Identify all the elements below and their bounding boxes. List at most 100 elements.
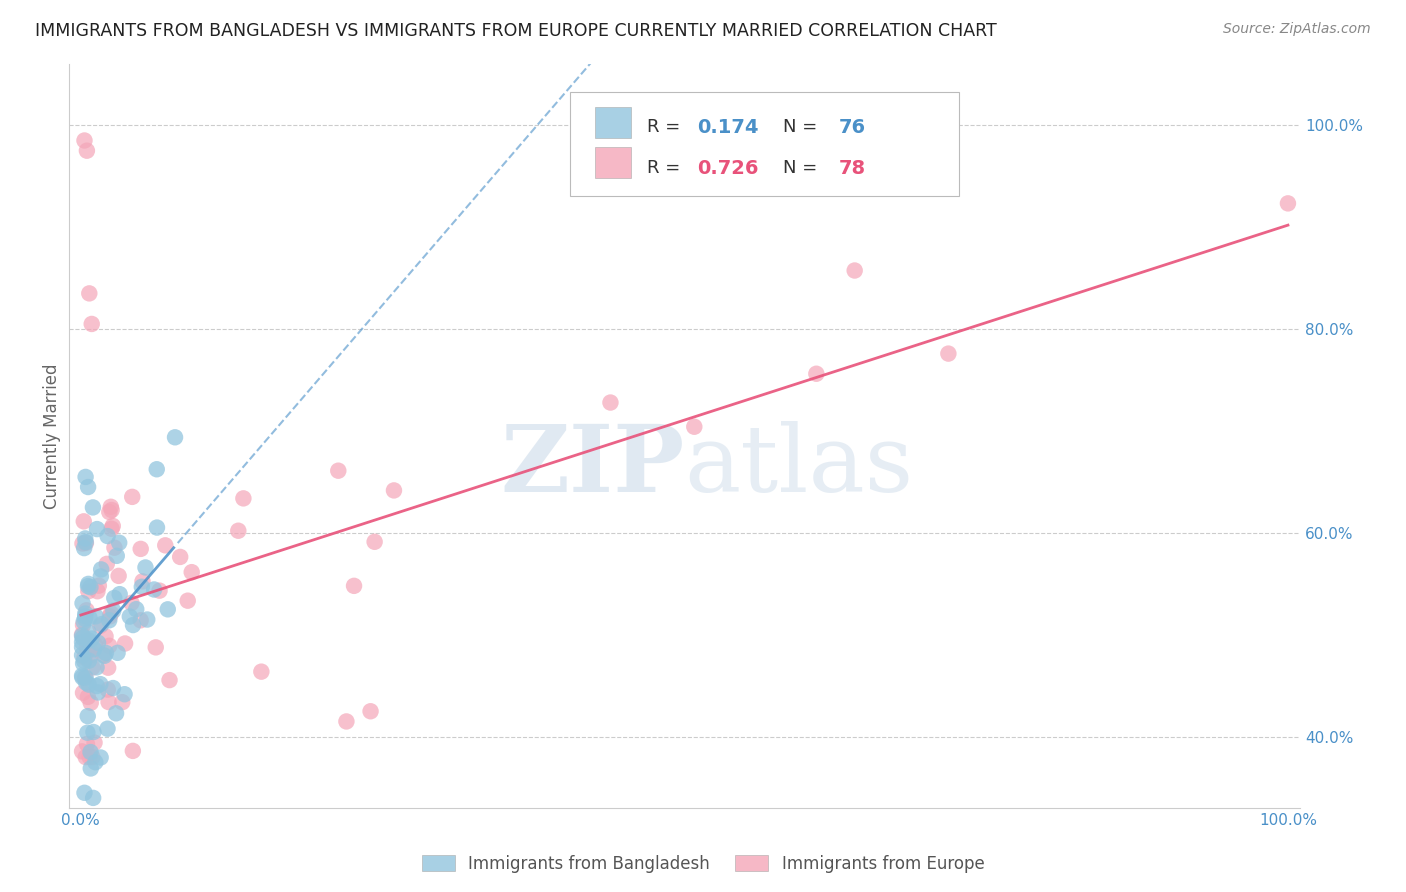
Point — [103, 541, 125, 555]
Point — [98, 609, 121, 624]
Point — [77, 480, 100, 494]
Point — [93, 648, 115, 663]
Point — [84, 609, 107, 624]
Point — [75, 609, 97, 624]
Point — [76, 644, 98, 658]
Point — [70, 648, 93, 662]
Point — [90, 750, 112, 764]
Point — [145, 462, 167, 476]
Point — [70, 744, 93, 758]
Point — [107, 646, 129, 660]
Point — [84, 756, 107, 770]
Point — [80, 761, 103, 775]
Point — [938, 346, 960, 360]
Point — [107, 569, 129, 583]
Point — [683, 419, 706, 434]
Point — [100, 503, 122, 517]
Point — [73, 615, 96, 629]
Point — [100, 522, 122, 536]
Point — [82, 790, 104, 805]
Point — [73, 650, 96, 665]
Text: R =: R = — [648, 119, 686, 136]
Point — [90, 617, 112, 632]
Point — [105, 706, 128, 721]
Point — [363, 534, 385, 549]
Point — [98, 613, 121, 627]
Point — [82, 500, 104, 515]
Y-axis label: Currently Married: Currently Married — [44, 363, 60, 508]
Point — [72, 686, 94, 700]
Point — [118, 609, 141, 624]
Point — [87, 636, 110, 650]
Point — [98, 505, 121, 519]
Point — [70, 668, 93, 682]
Point — [90, 562, 112, 576]
Point — [73, 134, 96, 148]
Point — [97, 695, 120, 709]
Point — [75, 536, 97, 550]
Point — [129, 613, 152, 627]
Point — [108, 587, 131, 601]
Point — [82, 725, 104, 739]
Point — [80, 648, 103, 662]
FancyBboxPatch shape — [569, 92, 959, 196]
Point — [136, 613, 159, 627]
Point — [328, 464, 350, 478]
Point — [75, 607, 97, 621]
Point — [86, 584, 108, 599]
Point — [91, 648, 114, 662]
Point — [159, 673, 181, 687]
Point — [83, 736, 105, 750]
Point — [97, 661, 120, 675]
Point — [76, 709, 98, 723]
Point — [77, 577, 100, 591]
Point — [73, 612, 96, 626]
Point — [101, 519, 124, 533]
Point — [76, 690, 98, 704]
Point — [114, 687, 136, 701]
Point — [120, 596, 142, 610]
Point — [79, 750, 101, 764]
Point — [114, 636, 136, 650]
Point — [103, 591, 125, 605]
Point — [76, 144, 98, 158]
Point — [75, 750, 97, 764]
Point — [77, 625, 100, 640]
Point — [73, 786, 96, 800]
Point — [134, 560, 156, 574]
Point — [70, 627, 93, 641]
Point — [75, 671, 97, 685]
Point — [343, 579, 366, 593]
Text: N =: N = — [783, 160, 823, 178]
Text: atlas: atlas — [685, 421, 914, 511]
Point — [125, 602, 148, 616]
Point — [97, 529, 120, 543]
Point — [122, 618, 145, 632]
Point — [226, 524, 249, 538]
Text: 0.174: 0.174 — [697, 119, 758, 137]
Point — [89, 677, 111, 691]
Point — [75, 535, 97, 549]
Point — [131, 574, 153, 589]
Point — [73, 671, 96, 685]
Point — [156, 602, 179, 616]
Point — [96, 722, 118, 736]
Point — [86, 679, 108, 693]
Point — [76, 737, 98, 751]
Point — [108, 535, 131, 549]
Point — [72, 631, 94, 645]
Text: 0.726: 0.726 — [697, 160, 758, 178]
Point — [79, 610, 101, 624]
Point — [180, 565, 202, 579]
Point — [101, 681, 124, 695]
Point — [111, 695, 134, 709]
Point — [100, 500, 122, 514]
Point — [73, 514, 96, 528]
Point — [148, 583, 170, 598]
Point — [80, 317, 103, 331]
Text: ZIP: ZIP — [501, 421, 685, 511]
Point — [100, 607, 122, 621]
Point — [169, 549, 191, 564]
Text: N =: N = — [783, 119, 823, 136]
Point — [76, 725, 98, 739]
